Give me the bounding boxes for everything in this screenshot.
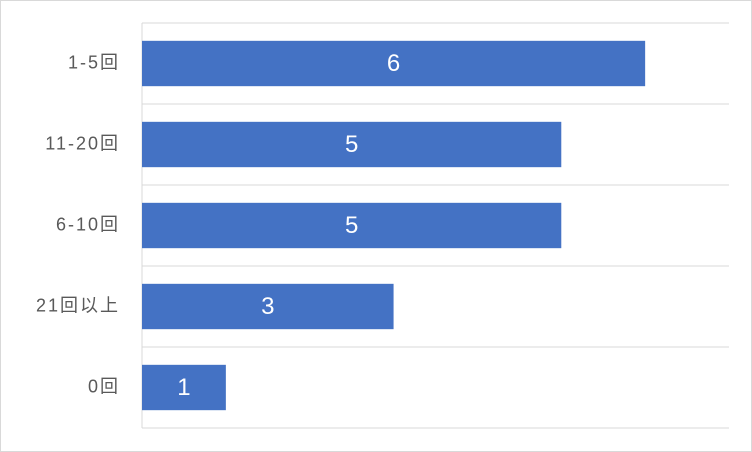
value-label: 5 — [345, 212, 358, 239]
value-label: 6 — [387, 50, 400, 77]
y-tick-label: 1-5回 — [68, 52, 120, 72]
y-tick-label: 0回 — [88, 376, 120, 396]
value-label: 3 — [261, 293, 274, 320]
value-label: 1 — [177, 374, 190, 401]
y-tick-label: 21回以上 — [36, 295, 120, 315]
bar — [142, 364, 226, 411]
bar — [142, 121, 562, 168]
y-tick-label: 11-20回 — [45, 133, 120, 153]
bar — [142, 202, 562, 249]
bar — [142, 283, 394, 330]
value-label: 5 — [345, 131, 358, 158]
bar — [142, 40, 646, 87]
y-tick-label: 6-10回 — [56, 214, 120, 234]
